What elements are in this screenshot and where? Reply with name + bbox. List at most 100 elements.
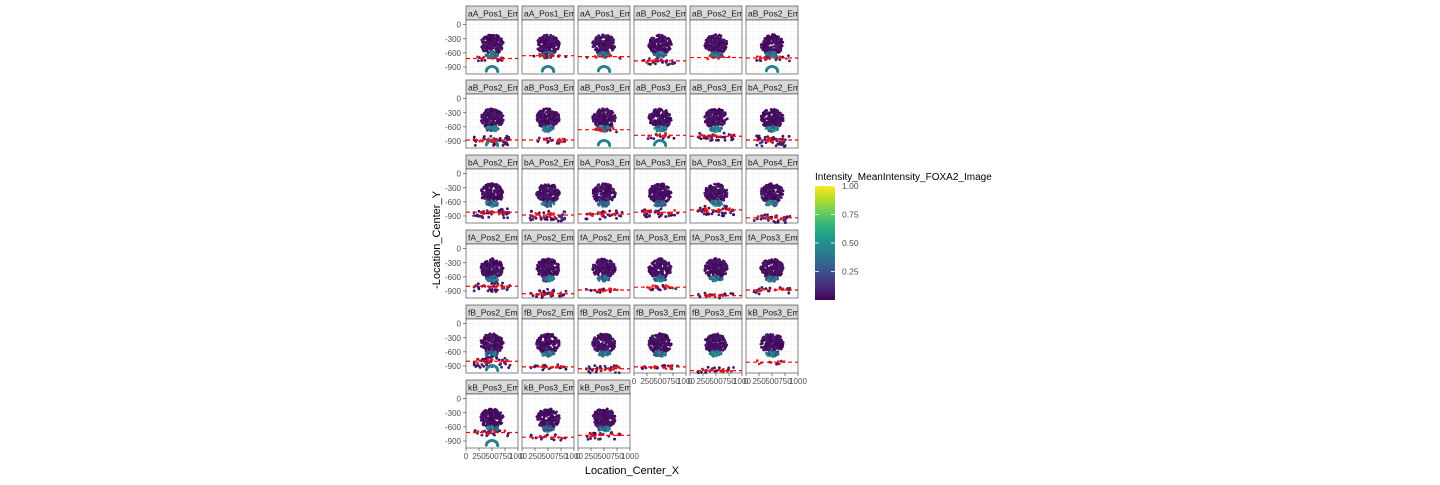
data-point (493, 143, 496, 146)
data-point (612, 38, 615, 41)
data-point (542, 48, 545, 51)
facet-strip-label: aB_Pos3_Em (580, 83, 632, 93)
data-point (716, 39, 719, 42)
data-point-highlight (542, 215, 545, 218)
data-point (656, 195, 659, 198)
data-point (557, 220, 560, 223)
data-point (722, 199, 725, 202)
data-point (658, 215, 661, 218)
data-point-highlight (716, 210, 719, 213)
data-point (543, 114, 546, 117)
data-point (768, 126, 771, 129)
data-point (592, 120, 595, 123)
data-point (556, 189, 559, 192)
data-point (603, 197, 606, 200)
data-point (498, 209, 501, 212)
data-point (554, 111, 557, 114)
data-point (563, 218, 566, 221)
facet-strip-label: aA_Pos1_Em (580, 9, 632, 19)
data-point (488, 194, 491, 197)
data-point (605, 122, 608, 125)
data-point (766, 187, 769, 190)
data-point (774, 115, 777, 118)
data-point (664, 115, 667, 118)
data-point (609, 111, 612, 114)
data-point (772, 125, 775, 128)
data-point (709, 184, 712, 187)
data-point (607, 201, 610, 204)
data-point (596, 120, 599, 123)
data-point (498, 51, 501, 54)
data-point (777, 116, 780, 119)
facet-strip-label: bA_Pos3_Em (692, 158, 744, 168)
data-point (723, 205, 726, 208)
data-point (474, 144, 477, 147)
data-point (664, 119, 667, 122)
data-point (598, 114, 601, 117)
data-point (779, 48, 782, 51)
data-point (663, 39, 666, 42)
data-point (597, 190, 600, 193)
facet-strip-label: aB_Pos2_Em (468, 83, 520, 93)
data-point (547, 38, 550, 41)
data-point (762, 112, 765, 115)
data-point (716, 35, 719, 38)
data-point (778, 123, 781, 126)
data-point (788, 215, 791, 218)
data-point (596, 111, 599, 114)
facet-panel: bA_Pos3_Em (578, 155, 632, 223)
data-point (661, 115, 664, 118)
data-point (606, 49, 609, 52)
data-point (703, 116, 706, 119)
facet-panel: aB_Pos2_Em (746, 6, 800, 74)
data-point (773, 41, 776, 44)
data-point (717, 45, 720, 48)
data-point (540, 192, 543, 195)
data-point (605, 183, 608, 186)
data-point (602, 117, 605, 120)
data-point (477, 59, 480, 62)
y-tick-label: -600 (445, 123, 462, 132)
data-point (537, 112, 540, 115)
data-point (558, 119, 561, 122)
data-point (546, 185, 549, 188)
data-point (714, 201, 717, 204)
data-point (546, 193, 549, 196)
data-point (755, 59, 758, 62)
data-point (763, 37, 766, 40)
data-point (769, 191, 772, 194)
data-point (769, 55, 772, 58)
data-point (715, 52, 718, 55)
data-point (594, 48, 597, 51)
data-point (661, 197, 664, 200)
data-point (496, 45, 499, 48)
data-point (605, 198, 608, 201)
data-point (492, 129, 495, 132)
data-point (718, 112, 721, 115)
data-point (653, 41, 656, 44)
data-point (605, 45, 608, 48)
data-point (652, 137, 655, 140)
facet-panel: bA_Pos4_Em (746, 155, 800, 224)
data-point (779, 188, 782, 191)
data-point (493, 34, 496, 37)
data-point (670, 214, 673, 217)
data-point (610, 191, 613, 194)
data-point (493, 197, 496, 200)
data-point (768, 184, 771, 187)
data-point (544, 204, 547, 207)
data-point (653, 204, 656, 207)
data-point (772, 45, 775, 48)
data-point-highlight (589, 213, 592, 216)
facet-strip-label: aA_Pos1_Em (468, 9, 520, 19)
y-tick-label: -300 (445, 109, 462, 118)
data-point (545, 111, 548, 114)
data-point (661, 203, 664, 206)
data-point (724, 46, 727, 49)
data-point (768, 117, 771, 120)
data-point (762, 40, 765, 43)
data-point (656, 128, 659, 131)
data-point (586, 218, 589, 221)
data-point (653, 144, 656, 147)
data-point (492, 120, 495, 123)
